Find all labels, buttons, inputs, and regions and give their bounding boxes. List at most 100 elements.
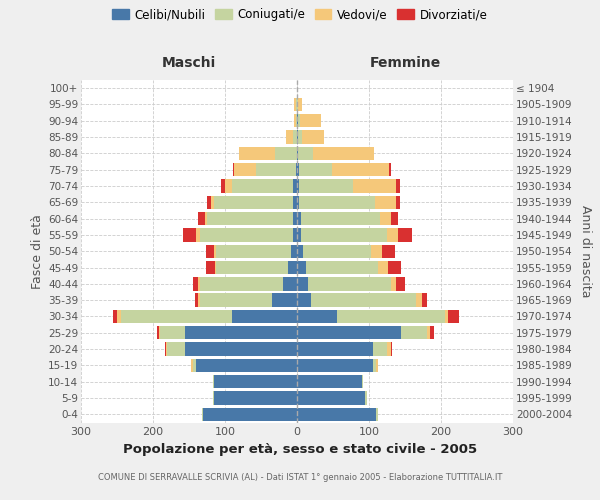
Bar xyxy=(397,277,405,290)
Bar xyxy=(297,196,299,209)
Bar xyxy=(211,196,214,209)
Bar xyxy=(297,261,305,274)
Text: COMUNE DI SERRAVALLE SCRIVIA (AL) - Dati ISTAT 1° gennaio 2005 - Elaborazione TU: COMUNE DI SERRAVALLE SCRIVIA (AL) - Dati… xyxy=(98,472,502,482)
Bar xyxy=(200,228,293,241)
Bar xyxy=(206,244,214,258)
Bar xyxy=(297,163,299,176)
Bar xyxy=(203,408,297,421)
Bar xyxy=(297,212,301,226)
Text: Femmine: Femmine xyxy=(370,56,440,70)
Bar xyxy=(185,342,297,356)
Bar xyxy=(294,98,296,111)
Bar xyxy=(397,196,400,209)
Bar xyxy=(388,261,401,274)
Bar xyxy=(416,294,422,307)
Legend: Celibi/Nubili, Coniugati/e, Vedovi/e, Divorziati/e: Celibi/Nubili, Coniugati/e, Vedovi/e, Di… xyxy=(107,4,493,26)
Bar xyxy=(160,326,185,340)
Bar xyxy=(113,310,117,323)
Bar xyxy=(445,310,448,323)
Bar xyxy=(371,244,382,258)
Bar xyxy=(215,261,217,274)
Bar xyxy=(380,212,391,226)
Bar xyxy=(297,358,373,372)
Bar xyxy=(301,212,380,226)
Bar xyxy=(232,310,297,323)
Bar xyxy=(337,310,445,323)
Bar xyxy=(217,261,289,274)
Bar xyxy=(207,196,211,209)
Bar xyxy=(376,358,377,372)
Bar xyxy=(199,294,200,307)
Bar xyxy=(166,342,167,356)
Bar xyxy=(365,392,367,404)
Bar xyxy=(199,277,200,290)
Bar xyxy=(256,163,296,176)
Bar xyxy=(297,180,299,192)
Bar xyxy=(157,326,159,340)
Bar xyxy=(373,342,387,356)
Bar xyxy=(375,196,397,209)
Bar xyxy=(213,375,214,388)
Bar xyxy=(391,212,398,226)
Bar xyxy=(200,277,283,290)
Bar xyxy=(362,375,363,388)
Text: Popolazione per età, sesso e stato civile - 2005: Popolazione per età, sesso e stato civil… xyxy=(123,442,477,456)
Bar xyxy=(117,310,121,323)
Bar xyxy=(196,228,200,241)
Bar xyxy=(297,228,301,241)
Bar xyxy=(193,358,196,372)
Bar xyxy=(297,244,303,258)
Bar xyxy=(422,294,427,307)
Bar xyxy=(297,310,337,323)
Y-axis label: Anni di nascita: Anni di nascita xyxy=(579,205,592,298)
Bar xyxy=(297,277,308,290)
Bar xyxy=(291,244,297,258)
Bar xyxy=(298,114,300,128)
Bar xyxy=(275,146,297,160)
Bar xyxy=(353,180,397,192)
Bar xyxy=(391,277,397,290)
Bar xyxy=(193,277,199,290)
Bar xyxy=(382,244,395,258)
Bar xyxy=(427,326,430,340)
Bar xyxy=(214,244,215,258)
Bar xyxy=(272,294,297,307)
Bar xyxy=(332,163,389,176)
Bar xyxy=(430,326,434,340)
Bar xyxy=(197,212,205,226)
Bar xyxy=(202,408,203,421)
Bar xyxy=(387,228,398,241)
Bar xyxy=(289,261,297,274)
Bar xyxy=(297,98,298,111)
Bar xyxy=(294,114,296,128)
Bar xyxy=(159,326,160,340)
Bar xyxy=(297,342,373,356)
Bar xyxy=(398,228,412,241)
Bar xyxy=(195,294,199,307)
Bar xyxy=(387,342,391,356)
Bar xyxy=(283,277,297,290)
Bar xyxy=(397,180,400,192)
Bar xyxy=(185,326,297,340)
Bar xyxy=(401,326,427,340)
Bar xyxy=(299,180,353,192)
Bar xyxy=(299,163,332,176)
Y-axis label: Fasce di età: Fasce di età xyxy=(31,214,44,288)
Bar xyxy=(293,228,297,241)
Bar xyxy=(196,358,297,372)
Bar xyxy=(297,146,298,160)
Bar xyxy=(296,163,297,176)
Bar xyxy=(298,146,313,160)
Bar xyxy=(297,130,298,144)
Bar xyxy=(298,98,302,111)
Bar xyxy=(297,326,401,340)
Bar xyxy=(296,114,297,128)
Bar xyxy=(221,180,225,192)
Bar xyxy=(235,163,256,176)
Bar xyxy=(286,130,293,144)
Bar xyxy=(305,261,377,274)
Bar xyxy=(301,228,387,241)
Bar xyxy=(293,196,297,209)
Bar xyxy=(191,358,193,372)
Bar xyxy=(303,244,371,258)
